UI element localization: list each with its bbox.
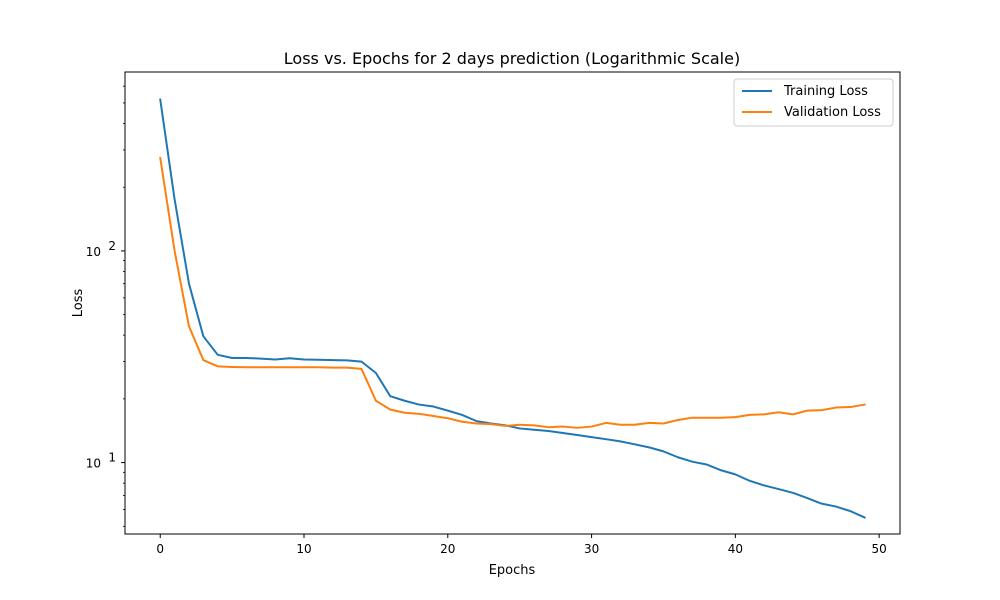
plot-area xyxy=(125,72,900,534)
axis-ticks: 0 10 20 30 40 50 10 1 10 2 xyxy=(86,85,887,556)
x-tick-label: 40 xyxy=(728,542,743,556)
y-tick-label-exponent: 1 xyxy=(108,451,116,465)
chart-title: Loss vs. Epochs for 2 days prediction (L… xyxy=(284,49,740,68)
y-axis-label: Loss xyxy=(71,289,86,318)
y-tick-label: 10 xyxy=(86,457,101,471)
y-tick-label: 10 xyxy=(86,245,101,259)
x-tick-label: 0 xyxy=(156,542,164,556)
x-tick-label: 50 xyxy=(872,542,887,556)
y-tick-label-exponent: 2 xyxy=(108,239,116,253)
x-tick-label: 20 xyxy=(440,542,455,556)
training-loss-line xyxy=(159,98,866,519)
series-lines xyxy=(159,98,866,519)
legend-box xyxy=(733,78,894,127)
x-tick-label: 10 xyxy=(296,542,311,556)
x-tick-label: 30 xyxy=(584,542,599,556)
legend-label-training: Training Loss xyxy=(783,84,868,99)
validation-loss-line xyxy=(159,156,866,429)
legend: Training Loss Validation Loss xyxy=(733,78,894,127)
legend-label-validation: Validation Loss xyxy=(784,105,881,120)
x-axis-label: Epochs xyxy=(489,563,536,578)
plot-frame xyxy=(124,71,901,535)
